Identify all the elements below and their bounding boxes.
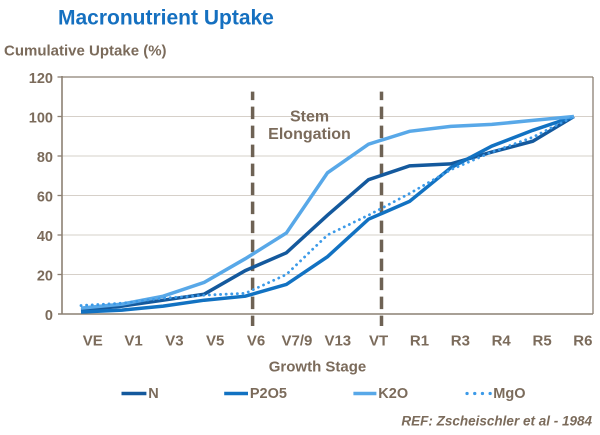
svg-text:V13: V13 — [324, 333, 351, 350]
svg-text:MgO: MgO — [493, 386, 525, 402]
svg-text:Stem: Stem — [290, 109, 329, 126]
svg-text:V3: V3 — [165, 333, 183, 350]
svg-text:P2O5: P2O5 — [250, 386, 287, 402]
svg-text:V7/9: V7/9 — [281, 333, 312, 350]
svg-text:VE: VE — [83, 333, 103, 350]
svg-text:N: N — [148, 386, 158, 402]
svg-text:V1: V1 — [124, 333, 142, 350]
svg-text:Cumulative Uptake (%): Cumulative Uptake (%) — [4, 43, 167, 60]
svg-text:REF: Zscheischler et al - 1984: REF: Zscheischler et al - 1984 — [401, 414, 592, 429]
svg-text:Macronutrient Uptake: Macronutrient Uptake — [58, 7, 274, 30]
svg-text:R3: R3 — [451, 333, 470, 350]
svg-text:Growth Stage: Growth Stage — [269, 359, 367, 376]
svg-text:100: 100 — [29, 111, 53, 127]
svg-text:VT: VT — [369, 333, 388, 350]
svg-text:80: 80 — [37, 150, 53, 166]
svg-text:R6: R6 — [573, 333, 592, 350]
svg-text:R5: R5 — [533, 333, 552, 350]
svg-text:0: 0 — [45, 308, 53, 324]
svg-text:R4: R4 — [492, 333, 512, 350]
svg-text:V6: V6 — [247, 333, 265, 350]
svg-text:60: 60 — [37, 190, 53, 206]
svg-text:R1: R1 — [410, 333, 429, 350]
svg-text:K2O: K2O — [378, 386, 408, 402]
svg-text:Elongation: Elongation — [268, 126, 351, 143]
svg-text:V5: V5 — [206, 333, 224, 350]
svg-text:20: 20 — [37, 269, 53, 285]
svg-text:40: 40 — [37, 229, 53, 245]
svg-text:120: 120 — [29, 71, 53, 87]
